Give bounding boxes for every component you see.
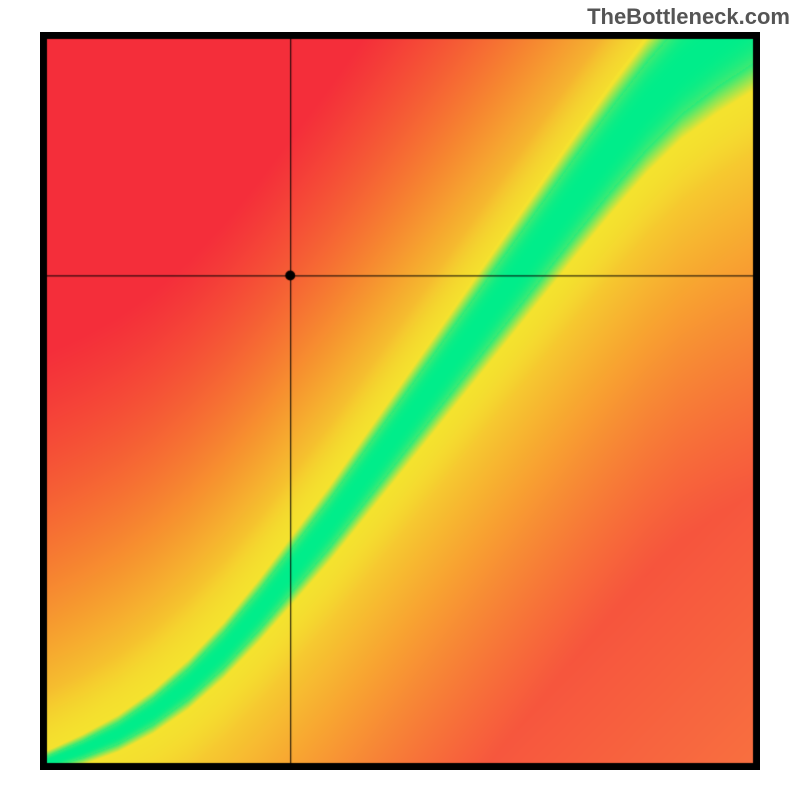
chart-frame [40, 32, 760, 770]
bottleneck-heatmap [40, 32, 760, 770]
watermark-text: TheBottleneck.com [587, 4, 790, 30]
